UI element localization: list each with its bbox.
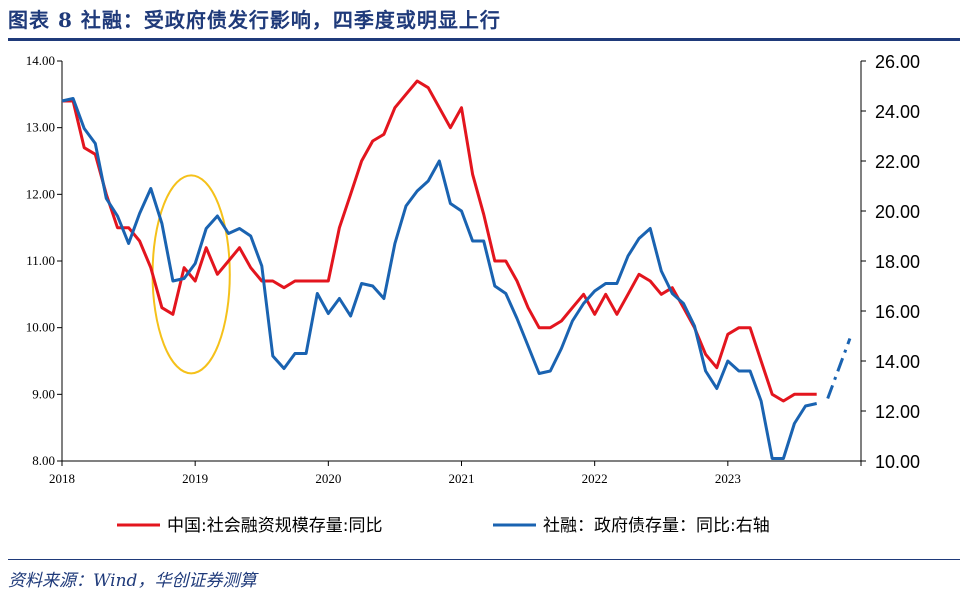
right-tick-label: 10.00	[875, 452, 920, 472]
x-tick-label: 2021	[449, 471, 475, 486]
chart-ticks: 8.00 9.00 10.00 11.00 12.00 13.00 14.00 10.00 12…	[26, 52, 920, 486]
left-tick-label: 13.00	[26, 120, 55, 135]
footer-divider	[8, 559, 960, 560]
left-tick-label: 9.00	[32, 386, 55, 401]
series-line-govbond	[61, 97, 818, 460]
right-tick-label: 16.00	[875, 302, 920, 322]
chart-legend: 中国:社会融资规模存量:同比 社融：政府债存量：同比:右轴	[117, 516, 770, 536]
left-tick-label: 11.00	[26, 253, 55, 268]
source-note: 资料来源：Wind，华创证券测算	[8, 571, 257, 591]
left-tick-label: 10.00	[26, 320, 55, 335]
left-tick-label: 8.00	[32, 453, 55, 468]
left-tick-label: 14.00	[26, 53, 55, 68]
chart-lines	[61, 79, 852, 460]
x-tick-label: 2022	[582, 471, 608, 486]
legend-label-blue: 社融：政府债存量：同比:右轴	[543, 516, 770, 536]
right-tick-label: 24.00	[875, 102, 920, 122]
right-tick-label: 26.00	[875, 52, 920, 72]
right-tick-label: 22.00	[875, 152, 920, 172]
page-title: 图表 8 社融：受政府债发行影响，四季度或明显上行	[8, 8, 501, 32]
right-tick-label: 12.00	[875, 402, 920, 422]
right-tick-label: 14.00	[875, 352, 920, 372]
x-tick-label: 2023	[715, 471, 741, 486]
series-line-shrzgm	[62, 79, 817, 403]
right-tick-label: 20.00	[875, 202, 920, 222]
x-tick-label: 2018	[49, 471, 75, 486]
title-divider	[8, 38, 960, 41]
left-tick-label: 12.00	[26, 186, 55, 201]
legend-label-red: 中国:社会融资规模存量:同比	[167, 516, 382, 536]
projection-line-govbond	[826, 337, 852, 400]
x-tick-label: 2019	[182, 471, 208, 486]
right-tick-label: 18.00	[875, 252, 920, 272]
x-tick-label: 2020	[315, 471, 341, 486]
chart-axes	[61, 61, 862, 462]
